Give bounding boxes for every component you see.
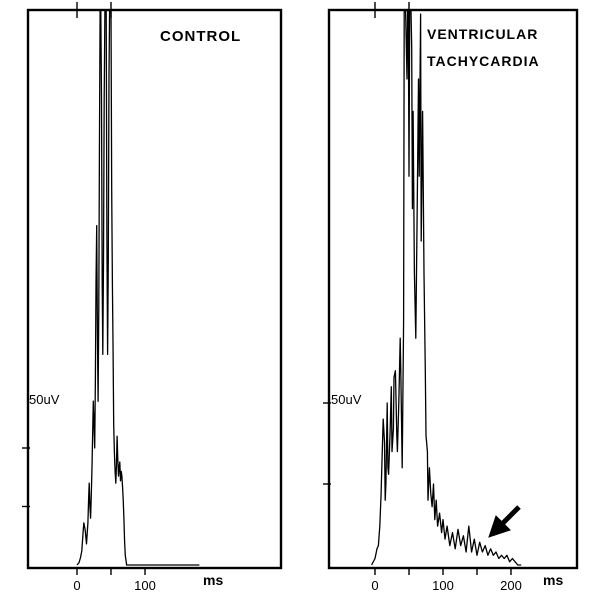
signal-trace-control: [76, 10, 200, 566]
x-axis-label: ms: [203, 572, 223, 588]
x-tick-labels: 0 100 200: [371, 578, 521, 593]
x-axis-label: ms: [543, 572, 563, 588]
y-marker-label: 50uV: [331, 392, 362, 407]
x-tick-label: 0: [371, 578, 378, 593]
top-markers: [374, 2, 410, 18]
panel-title-line-2: TACHYCARDIA: [427, 53, 540, 69]
plot-frame: [327, 8, 579, 570]
panel-control: CONTROL 50uV 0 100 ms: [22, 2, 283, 593]
x-tick-label: 100: [134, 578, 156, 593]
plot-frame: [26, 8, 283, 570]
late-potential-arrow-icon: [488, 505, 521, 538]
x-tick-label: 0: [73, 578, 80, 593]
y-markers: [22, 447, 30, 508]
y-marker-label: 50uV: [29, 392, 60, 407]
panel-title-line-1: VENTRICULAR: [427, 26, 538, 42]
x-tick-label: 100: [432, 578, 454, 593]
panel-title-control: CONTROL: [160, 28, 241, 45]
x-ticks: [76, 568, 146, 575]
signal-trace-vt: [371, 10, 522, 566]
y-markers: [323, 402, 331, 485]
x-tick-label: 200: [500, 578, 522, 593]
panel-ventricular-tachycardia: VENTRICULAR TACHYCARDIA 50uV 0 100 200 ms: [323, 2, 579, 593]
x-tick-labels: 0 100: [73, 578, 155, 593]
x-ticks: [374, 568, 512, 575]
